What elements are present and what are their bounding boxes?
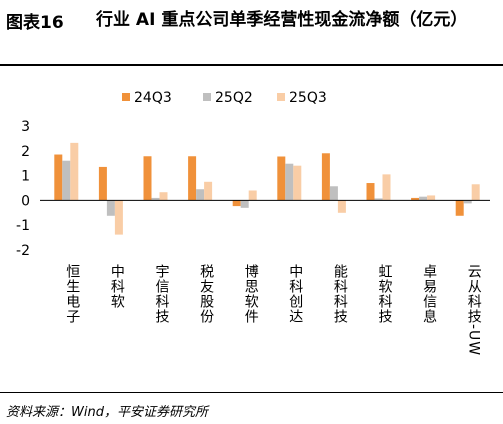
bar-24q3-6: [277, 156, 286, 201]
bar-25q3-10: [471, 184, 480, 201]
chart: 24Q3 25Q2 25Q3 -2 -1 0 1 2 3 恒生电子 中科软 宇信科技 税友股份 博思软…: [16, 90, 490, 356]
legend-swatch-25q2: [203, 93, 211, 101]
x-tick-label: 卓易信息: [421, 264, 437, 324]
bar-24q3-5: [232, 200, 241, 207]
bar-25q2-5: [240, 200, 249, 208]
bar-25q3-4: [204, 181, 213, 201]
x-tick-label: 中科创达: [287, 264, 303, 324]
legend-label-25q3: 25Q3: [289, 90, 327, 106]
bar-24q3-1: [54, 154, 63, 201]
bar-25q2-2: [106, 200, 115, 216]
x-tick-label: 宇信科技: [154, 264, 170, 324]
bar-24q3-8: [366, 183, 375, 201]
x-axis: 恒生电子 中科软 宇信科技 税友股份 博思软件 中科创达 能科科技 虹软科技 卓易信息 云从科技-…: [40, 199, 490, 356]
bar-25q2-7: [329, 186, 338, 201]
source-bar: 资料来源：Wind，平安证券研究所: [0, 392, 503, 424]
bar-25q2-4: [196, 189, 205, 201]
bars: [54, 142, 480, 235]
y-tick-label: -1: [16, 218, 30, 234]
chart-title: 行业 AI 重点公司单季经营性现金流净额（亿元）: [96, 10, 468, 30]
y-tick-label: 3: [21, 119, 30, 135]
bar-25q3-2: [114, 200, 123, 235]
bar-25q3-3: [159, 192, 168, 201]
y-axis: -2 -1 0 1 2 3: [16, 119, 30, 259]
x-tick-label: 博思软件: [243, 263, 259, 324]
bar-25q3-9: [427, 195, 436, 201]
y-tick-label: 2: [21, 144, 30, 160]
bar-25q2-9: [419, 196, 428, 201]
figure-label: 图表16: [6, 13, 64, 33]
y-tick-label: 1: [21, 169, 30, 185]
bar-25q2-3: [151, 197, 160, 201]
x-tick-label: 虹软科技: [377, 264, 393, 324]
x-tick-label: 云从科技-UW: [466, 264, 482, 356]
bar-24q3-7: [321, 153, 330, 201]
bar-25q3-1: [70, 142, 79, 201]
legend-swatch-25q3: [277, 93, 285, 101]
bar-24q3-3: [143, 156, 152, 201]
bar-24q3-9: [411, 197, 420, 201]
bar-24q3-4: [188, 156, 197, 201]
bar-24q3-2: [98, 166, 107, 201]
legend: 24Q3 25Q2 25Q3: [122, 90, 327, 106]
legend-label-24q3: 24Q3: [134, 90, 172, 106]
bar-25q2-10: [463, 200, 472, 204]
legend-swatch-24q3: [122, 93, 130, 101]
x-tick-label: 恒生电子: [64, 264, 80, 324]
bar-24q3-10: [455, 200, 464, 216]
source-note: 资料来源：Wind，平安证券研究所: [6, 405, 208, 420]
bar-25q2-1: [62, 160, 71, 201]
bar-25q3-6: [293, 165, 302, 201]
y-tick-label: 0: [21, 193, 30, 209]
bar-25q3-7: [337, 200, 346, 213]
bar-25q2-8: [374, 198, 383, 201]
bar-25q3-8: [382, 174, 391, 201]
x-tick-label: 税友股份: [198, 264, 214, 324]
title-bar: 图表16 行业 AI 重点公司单季经营性现金流净额（亿元）: [0, 0, 503, 66]
bar-25q2-6: [285, 163, 294, 201]
x-tick-label: 中科软: [109, 264, 125, 309]
bar-25q3-5: [248, 190, 257, 201]
y-tick-label: -2: [16, 243, 30, 259]
legend-label-25q2: 25Q2: [215, 90, 253, 106]
x-tick-label: 能科科技: [332, 264, 348, 324]
